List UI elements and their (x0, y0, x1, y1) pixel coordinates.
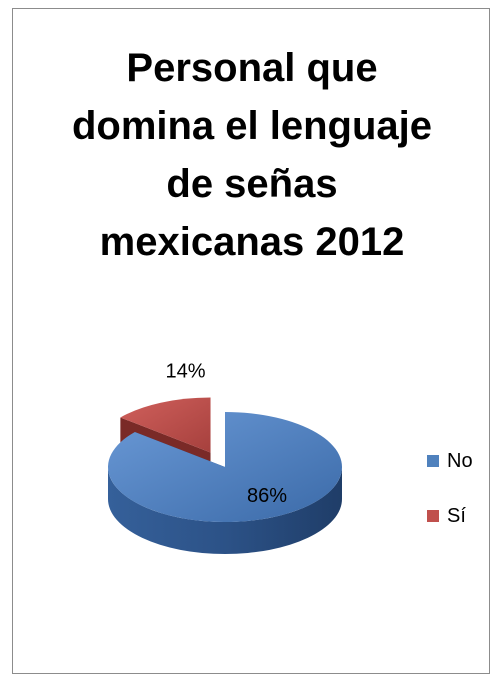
legend-item-no: No (427, 449, 473, 473)
pie-chart: 86% 14% (108, 361, 343, 554)
title-line-4: mexicanas 2012 (99, 220, 405, 264)
legend-item-si: Sí (427, 504, 473, 528)
legend-swatch-si (427, 510, 439, 522)
pie-slice-si-top (120, 397, 211, 453)
title-line-3: de señas (166, 162, 338, 206)
pie-slice-no-top (108, 412, 343, 522)
title-line-2: domina el lenguaje (71, 104, 433, 148)
title-line-1: Personal que (126, 46, 378, 90)
pie-slice-no-side (108, 467, 342, 554)
pie-slice-no (108, 412, 343, 554)
data-label-no: 86% (247, 485, 287, 507)
chart-frame: Personal que domina el lenguaje de señas… (12, 8, 490, 674)
legend-swatch-no (427, 455, 439, 467)
legend-label-si: Sí (447, 504, 466, 527)
chart-title: Personal que domina el lenguaje de señas… (13, 39, 491, 271)
legend: No Sí (427, 449, 473, 559)
legend-label-no: No (447, 449, 473, 472)
data-label-si: 14% (166, 361, 206, 383)
